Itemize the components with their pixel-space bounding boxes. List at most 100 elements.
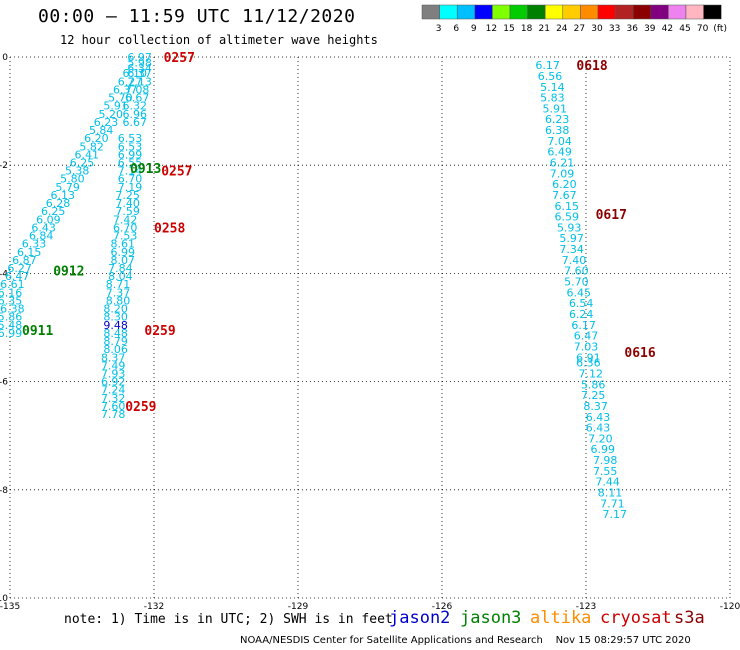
- swh-value-label: 6.47: [5, 270, 30, 283]
- swh-value-label: 8.04: [108, 270, 133, 283]
- pass-time-label: 0257: [164, 51, 195, 66]
- swh-value-label: 5.93: [557, 221, 582, 234]
- swh-value-label: 6.67: [125, 92, 150, 105]
- swh-value-label: 6.15: [555, 200, 580, 213]
- swh-value-label: 5.91: [103, 100, 128, 113]
- swh-value-label: 7.67: [552, 189, 577, 202]
- swh-value-label: 6.27: [118, 75, 143, 88]
- swh-value-label: 6.17: [571, 319, 596, 332]
- footer-credit: NOAA/NESDIS Center for Satellite Applica…: [240, 635, 691, 646]
- swh-value-label: 6.37: [113, 83, 138, 96]
- swh-value-label: 7.60: [101, 400, 126, 413]
- swh-value-label: 6.99: [0, 327, 22, 340]
- swh-value-label: 9.48: [103, 319, 128, 332]
- swh-value-label: 5.70: [108, 92, 133, 105]
- swh-value-label: 6.41: [75, 148, 100, 161]
- swh-value-label: 7.40: [562, 254, 587, 267]
- pass-time-label: 0913: [130, 162, 161, 177]
- x-tick-label: -135: [0, 602, 20, 612]
- pass-time-label: 0259: [125, 400, 156, 415]
- swh-value-label: 5.48: [0, 319, 22, 332]
- swh-value-label: 7.34: [559, 243, 584, 256]
- swh-value-label: 5.86: [0, 311, 22, 324]
- swh-value-label: 6.67: [123, 116, 148, 129]
- swh-value-label: 7.93: [101, 367, 126, 380]
- pass-time-label: 0257: [161, 165, 192, 180]
- swh-value-label: 7.55: [593, 465, 618, 478]
- colorbar-swatch: [615, 4, 634, 20]
- colorbar-swatch: [668, 4, 687, 20]
- colorbar-tick-label: 6: [453, 24, 459, 34]
- swh-value-label: 6.25: [41, 205, 66, 218]
- swh-value-label: 6.70: [118, 173, 143, 186]
- swh-value-label: 5.84: [89, 124, 114, 137]
- colorbar-tick-label: 12: [486, 24, 497, 34]
- swh-value-label: 6.84: [29, 230, 54, 243]
- swh-value-label: 6.34: [127, 62, 152, 75]
- swh-value-label: 8.06: [103, 343, 128, 356]
- swh-value-label: 6.59: [555, 211, 580, 224]
- colorbar-swatch: [597, 4, 616, 20]
- swh-value-label: 7.84: [108, 262, 133, 275]
- page-subtitle: 12 hour collection of altimeter wave hei…: [60, 33, 378, 47]
- swh-value-label: 5.80: [60, 173, 85, 186]
- swh-value-label: 6.45: [567, 286, 592, 299]
- swh-value-label: 6.23: [94, 116, 119, 129]
- swh-value-label: 5.70: [564, 276, 589, 289]
- swh-value-label: 7.37: [106, 286, 131, 299]
- swh-value-label: 5.83: [540, 92, 565, 105]
- pass-time-label: 0259: [144, 324, 175, 339]
- swh-value-label: 6.55: [118, 156, 143, 169]
- swh-value-label: 6.38: [0, 303, 25, 316]
- swh-value-label: 6.97: [127, 51, 152, 64]
- swh-value-label: 8.20: [103, 303, 128, 316]
- colorbar-tick-label: 9: [471, 24, 477, 34]
- swh-value-label: 6.13: [51, 189, 76, 202]
- swh-value-label: 6.91: [576, 351, 601, 364]
- swh-value-label: 7.20: [588, 432, 613, 445]
- swh-value-label: 6.96: [123, 108, 148, 121]
- colorbar-swatch: [703, 4, 722, 20]
- swh-value-label: 6.21: [550, 156, 575, 169]
- colorbar-swatch: [474, 4, 493, 20]
- swh-value-label: 6.49: [547, 146, 572, 159]
- swh-value-label: 7.19: [118, 181, 143, 194]
- swh-value-label: 8.80: [106, 294, 131, 307]
- colorbar-tick-label: 21: [538, 24, 549, 34]
- swh-value-label: 6.09: [36, 213, 61, 226]
- x-tick-label: -126: [432, 602, 453, 612]
- swh-value-label: 6.15: [17, 246, 42, 259]
- swh-value-label: 5.79: [55, 181, 80, 194]
- colorbar-tick-label: 3: [436, 24, 442, 34]
- pass-time-label: 0617: [596, 208, 627, 223]
- swh-value-label: 5.97: [559, 232, 584, 245]
- colorbar-tick-label: 70: [697, 24, 709, 34]
- x-tick-label: -123: [576, 602, 596, 612]
- colorbar-swatch: [650, 4, 669, 20]
- swh-value-label: 6.20: [552, 178, 577, 191]
- swh-value-label: 8.07: [111, 254, 136, 267]
- swh-value-label: 6.87: [12, 254, 37, 267]
- pass-time-label: 0618: [576, 59, 607, 74]
- swh-value-label: 7.13: [127, 75, 152, 88]
- legend-cryosat: cryosat: [600, 608, 672, 628]
- page-title: 00:00 — 11:59 UTC 11/12/2020: [38, 6, 356, 27]
- pass-time-label: 0616: [624, 346, 655, 361]
- swh-value-label: 7.78: [101, 408, 126, 421]
- colorbar-swatch: [509, 4, 528, 20]
- y-tick-label: 0: [2, 53, 8, 63]
- swh-value-label: 6.92: [101, 376, 126, 389]
- y-tick-label: -10: [0, 594, 8, 604]
- colorbar-swatch: [456, 4, 476, 20]
- legend-jason3: jason3: [460, 608, 522, 628]
- swh-value-label: 7.25: [581, 389, 606, 402]
- swh-value-label: 7.49: [101, 359, 126, 372]
- swh-value-label: 8.11: [598, 487, 623, 500]
- colorbar-swatch: [492, 4, 511, 20]
- colorbar-swatch: [580, 4, 599, 20]
- colorbar-tick-label: 24: [556, 24, 568, 34]
- colorbar-swatch: [439, 4, 458, 20]
- swh-value-label: 6.70: [113, 221, 138, 234]
- swh-value-label: 7.40: [115, 197, 140, 210]
